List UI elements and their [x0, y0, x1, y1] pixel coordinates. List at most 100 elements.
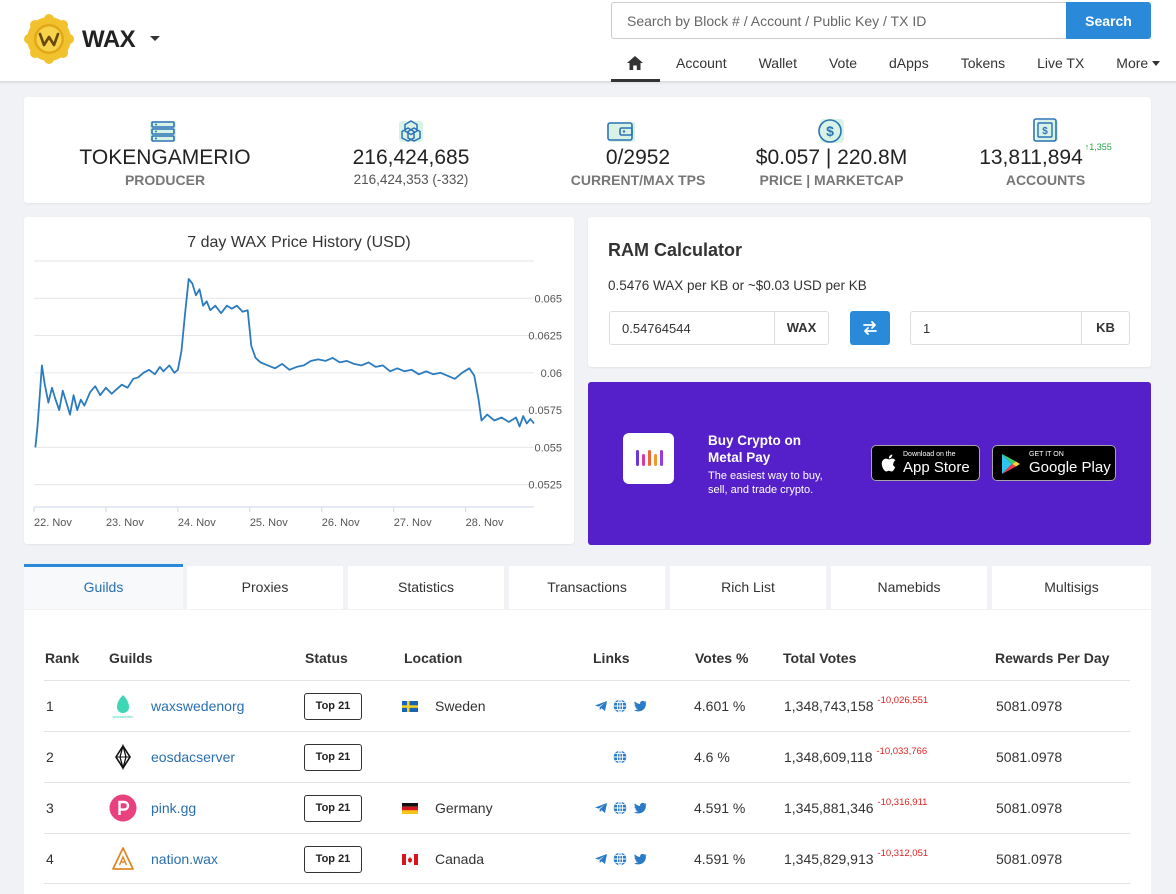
home-icon [627, 56, 643, 70]
exchange-arrows-icon [863, 321, 877, 335]
safe-icon: $ [1033, 118, 1058, 142]
total-votes: 1,345,829,913 -10,312,051 [784, 834, 928, 885]
guild-name-link[interactable]: eosdacserver [151, 749, 236, 765]
svg-text:$: $ [1042, 126, 1048, 137]
apple-icon [881, 454, 896, 472]
nav-tokens[interactable]: Tokens [960, 55, 1006, 71]
col-guilds[interactable]: Guilds [109, 650, 153, 666]
tab-namebids[interactable]: Namebids [831, 566, 987, 609]
rewards-per-day: 5081.0978 [996, 698, 1063, 714]
brand-name[interactable]: WAX [82, 26, 136, 53]
y-tick-label: 0.06 [541, 368, 562, 380]
y-tick-label: 0.0625 [528, 331, 562, 343]
network-dropdown-caret-icon[interactable] [150, 36, 160, 41]
table-row: 1 waxsweden waxswedenorg Top 21 Sweden 4… [44, 680, 1130, 731]
votes-pct: 4.6 % [694, 749, 730, 765]
nav-more[interactable]: More [1100, 44, 1170, 82]
search-input[interactable] [611, 2, 1066, 39]
x-tick-label: 25. Nov [250, 517, 288, 529]
tab-proxies[interactable]: Proxies [187, 566, 343, 609]
table-row: 3 pink.gg Top 21 Germany 4.591 % 1,345,8… [44, 782, 1130, 833]
stat-producer: TOKENGAMERIO PRODUCER [24, 97, 306, 203]
svg-text:$: $ [826, 123, 834, 139]
stat-tps: 0/2952 CURRENT/MAX TPS [496, 97, 780, 203]
tab-transactions[interactable]: Transactions [509, 566, 665, 609]
ram-kb-input[interactable] [910, 311, 1082, 345]
nav-live-tx[interactable]: Live TX [1037, 55, 1085, 71]
ram-wax-input[interactable] [609, 311, 775, 345]
telegram-icon[interactable] [594, 801, 608, 815]
twitter-icon[interactable] [633, 699, 647, 713]
app-store-button[interactable]: Download on the App Store [871, 445, 980, 481]
price-line-series[interactable] [34, 278, 535, 448]
twitter-icon[interactable] [633, 852, 647, 866]
nav-vote[interactable]: Vote [828, 55, 858, 71]
total-votes: 1,345,881,346 -10,316,911 [784, 783, 927, 834]
guild-name-link[interactable]: waxswedenorg [151, 698, 245, 714]
globe-icon[interactable] [613, 801, 627, 815]
total-votes-delta: -10,033,766 [876, 746, 928, 757]
telegram-icon[interactable] [594, 852, 608, 866]
row-rank: 1 [46, 698, 54, 714]
stat-irreversible-block: 216,424,353 (-332) [353, 172, 469, 187]
col-location[interactable]: Location [404, 650, 463, 666]
price-history-chart[interactable]: 7 day WAX Price History (USD) 0.05250.05… [24, 217, 574, 544]
stat-price: $ $0.057 | 220.8M PRICE | MARKETCAP [689, 97, 974, 203]
col-status[interactable]: Status [305, 650, 348, 666]
total-votes-delta: -10,316,911 [877, 797, 928, 808]
x-tick-label: 26. Nov [322, 517, 360, 529]
x-tick-label: 28. Nov [466, 517, 504, 529]
metal-pay-promo-banner[interactable]: Buy Crypto on Metal Pay The easiest way … [588, 382, 1151, 545]
google-play-button[interactable]: GET IT ON Google Play [992, 445, 1116, 481]
search-button[interactable]: Search [1066, 2, 1151, 39]
nav-account[interactable]: Account [676, 55, 727, 71]
nav-wallet[interactable]: Wallet [758, 55, 797, 71]
nation-wax-logo-icon [112, 847, 134, 870]
pink-gg-logo-icon [109, 794, 137, 822]
tab-statistics[interactable]: Statistics [348, 566, 504, 609]
stat-accounts-delta: ↑1,355 [1084, 142, 1112, 152]
chart-grid [33, 260, 534, 512]
nav-home[interactable] [611, 44, 660, 82]
ram-rate-text: 0.5476 WAX per KB or ~$0.03 USD per KB [608, 278, 867, 293]
stat-producer-value[interactable]: TOKENGAMERIO [79, 146, 251, 169]
swap-units-button[interactable] [850, 311, 890, 345]
cubes-icon [399, 120, 423, 142]
row-rank: 4 [46, 851, 54, 867]
google-play-big-text: Google Play [1029, 459, 1111, 476]
x-tick-label: 27. Nov [394, 517, 432, 529]
location-text: Canada [435, 851, 485, 867]
col-total-votes[interactable]: Total Votes [783, 650, 857, 666]
col-rewards[interactable]: Rewards Per Day [995, 650, 1110, 666]
globe-icon[interactable] [613, 852, 627, 866]
chart-title: 7 day WAX Price History (USD) [187, 234, 410, 251]
tab-multisigs[interactable]: Multisigs [992, 566, 1151, 609]
google-play-icon [1002, 454, 1020, 474]
total-votes-value: 1,348,609,118 [784, 749, 873, 765]
telegram-icon[interactable] [594, 699, 608, 713]
total-votes-delta: -10,026,551 [877, 695, 929, 706]
status-badge: Top 21 [304, 795, 362, 822]
tab-rich-list[interactable]: Rich List [670, 566, 826, 609]
rewards-per-day: 5081.0978 [996, 749, 1063, 765]
chart-x-axis: 22. Nov 23. Nov 24. Nov 25. Nov 26. Nov 27. N… [34, 517, 504, 529]
stat-tps-value: 0/2952 [605, 146, 671, 169]
stat-accounts: $ 13,811,894 ↑1,355 ACCOUNTS [903, 97, 1176, 203]
nav-dapps[interactable]: dApps [889, 55, 929, 71]
twitter-icon[interactable] [633, 801, 647, 815]
location-text: Sweden [435, 698, 486, 714]
wax-logo-icon[interactable] [24, 14, 74, 64]
x-tick-label: 24. Nov [178, 517, 216, 529]
globe-icon[interactable] [613, 699, 627, 713]
price-chart-card: 7 day WAX Price History (USD) 0.0525 0.05… [24, 217, 574, 544]
promo-title: Buy Crypto on Metal Pay [708, 433, 801, 465]
globe-icon[interactable] [613, 750, 627, 764]
col-votes-pct[interactable]: Votes % [695, 650, 749, 666]
guild-name-link[interactable]: pink.gg [151, 800, 197, 816]
ram-kb-unit: KB [1082, 311, 1130, 345]
tab-guilds[interactable]: Guilds [24, 564, 183, 609]
stat-head-block[interactable]: 216,424,685 [352, 146, 470, 169]
guild-name-link[interactable]: nation.wax [151, 851, 218, 867]
votes-pct: 4.601 % [694, 698, 746, 714]
col-rank[interactable]: Rank [45, 650, 80, 666]
